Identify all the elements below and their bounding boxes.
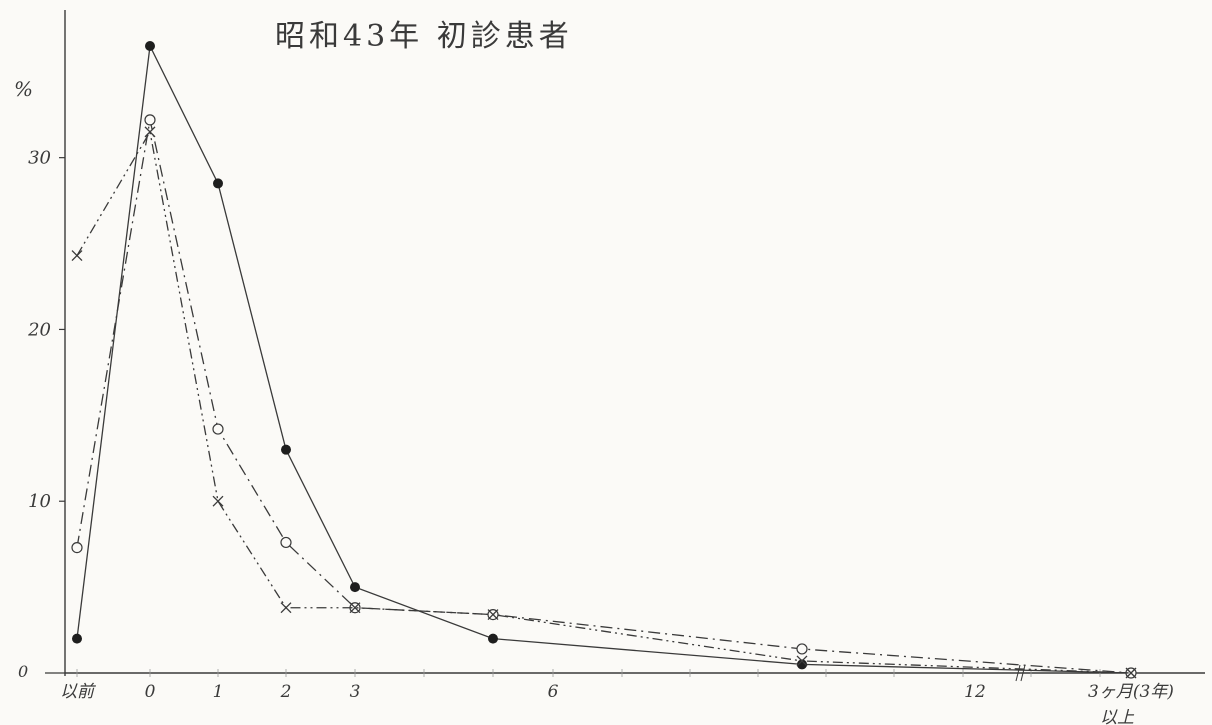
data-point [280, 602, 292, 614]
x-tick-label: 1 [213, 682, 224, 702]
data-point-stroke [144, 126, 156, 138]
x-tick-label: 3ヶ月(3年) [1088, 682, 1174, 702]
y-tick-label: 10 [28, 491, 51, 512]
axes: 10 20 30 0 [18, 10, 1205, 682]
data-point-stroke [487, 609, 499, 621]
series-layer [71, 41, 1137, 679]
data-point [213, 178, 223, 189]
data-point [144, 114, 156, 126]
series-line [76, 119, 1132, 674]
data-point-stroke [1125, 667, 1137, 679]
data-point [350, 582, 360, 593]
x-tick-label: 3 [350, 682, 361, 702]
x-tick-label: 12 [964, 682, 986, 702]
y-tick-label: 0 [18, 662, 28, 681]
data-point [796, 643, 808, 655]
data-point [488, 633, 498, 644]
x-tick-label: 0 [145, 682, 156, 702]
axis-break-mark [1020, 664, 1026, 682]
x-tick-label-above: 以上 [1100, 708, 1135, 725]
data-point [72, 633, 82, 644]
y-axis-label: % [14, 77, 33, 101]
tick-labels: 以前 0 1 2 3 6 12 3ヶ月(3年) [60, 682, 1174, 702]
series-3 [71, 126, 1137, 679]
x-tick-label: 2 [280, 682, 292, 702]
data-point [71, 541, 83, 554]
series-line [76, 130, 1132, 674]
series-2 [71, 114, 1137, 679]
data-point-stroke [212, 495, 224, 507]
y-tick-label: 20 [27, 319, 51, 340]
data-point-stroke [280, 602, 292, 614]
data-point [797, 659, 807, 670]
axis-break-mark [1015, 664, 1021, 682]
data-point [487, 609, 499, 621]
data-point [144, 126, 156, 138]
data-point [796, 655, 808, 667]
chart-title: 昭和43年 初診患者 [275, 19, 573, 54]
data-point [1125, 667, 1137, 679]
data-point-stroke [349, 602, 361, 614]
x-tick-label: 以前 [60, 682, 96, 702]
data-point [349, 602, 361, 614]
data-point [212, 423, 224, 435]
data-point [212, 495, 224, 507]
data-point-stroke [71, 250, 83, 262]
data-point [145, 41, 155, 51]
y-tick-label: 30 [28, 148, 51, 169]
data-point [280, 536, 292, 549]
data-point-stroke [796, 655, 808, 667]
x-tick-label: 6 [548, 682, 559, 702]
series-1 [72, 41, 1136, 678]
data-point [71, 250, 83, 262]
data-point [281, 444, 291, 455]
series-line [76, 43, 1132, 674]
